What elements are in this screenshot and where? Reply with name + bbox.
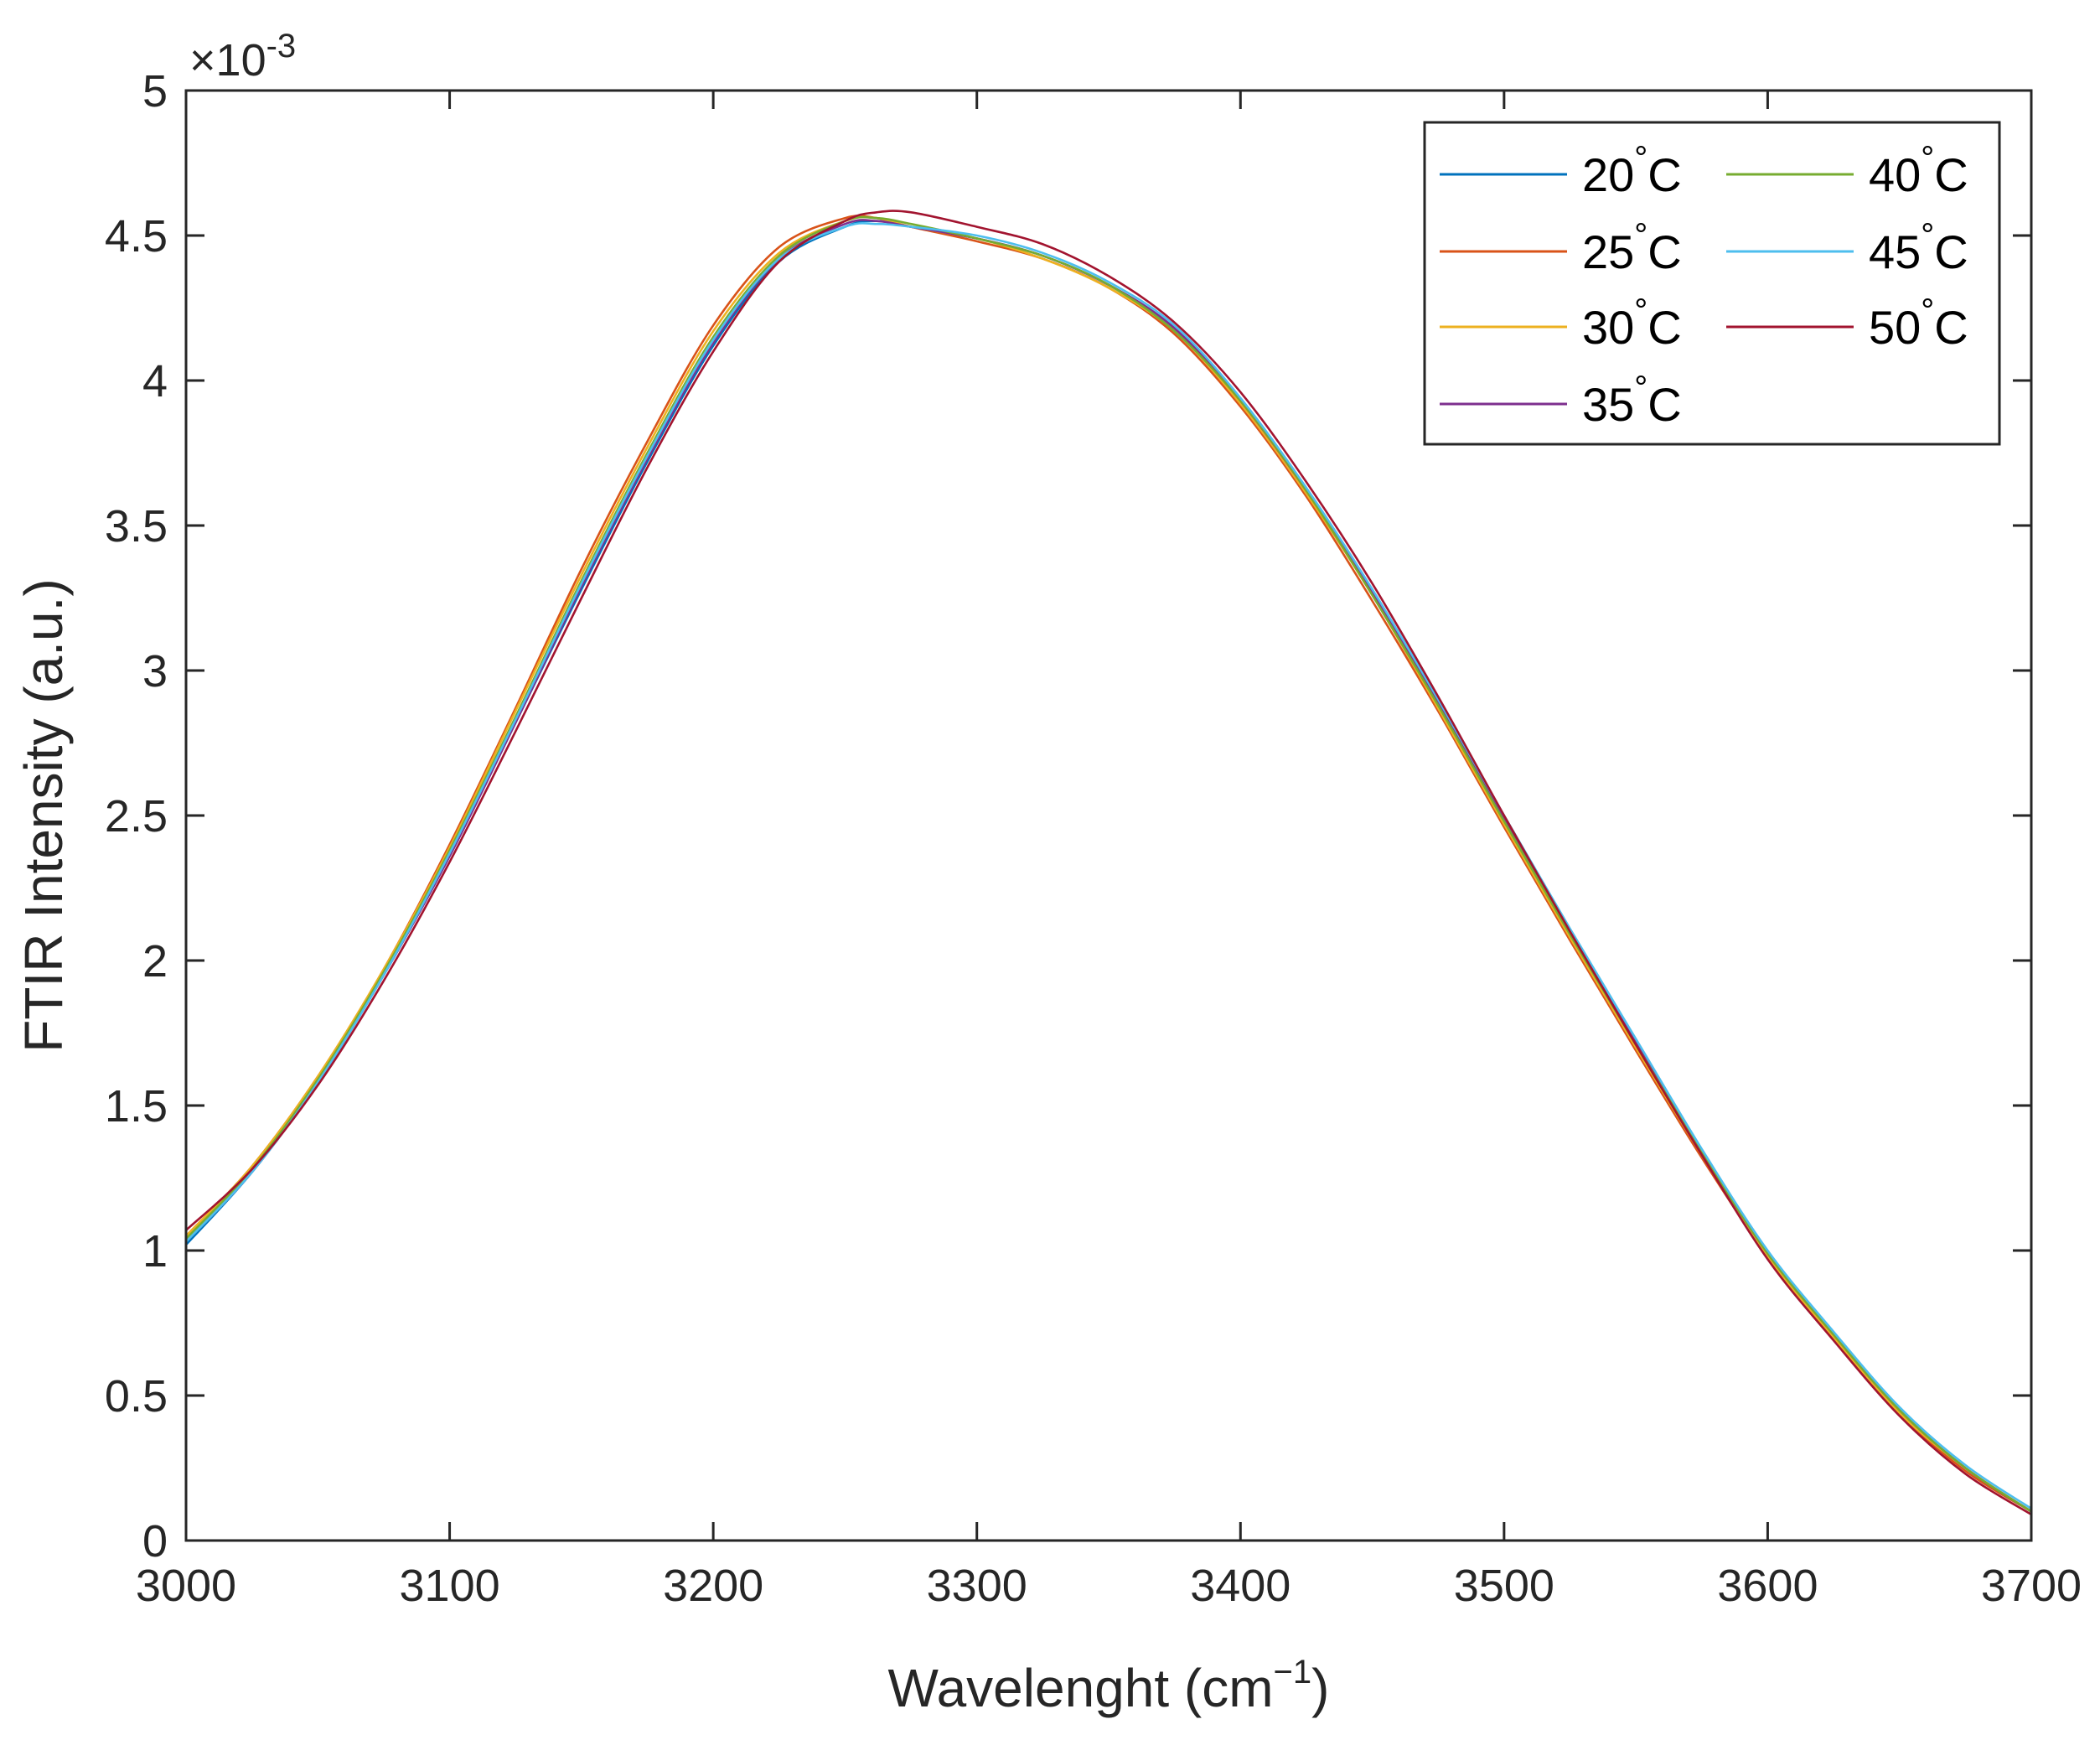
legend-item-25: 25°C	[1440, 217, 1682, 278]
legend-item-20: 20°C	[1440, 140, 1682, 201]
y-tick-label: 2	[142, 936, 168, 987]
legend-item-30: 30°C	[1440, 293, 1682, 354]
y-tick-label: 3	[142, 646, 168, 697]
series-line-50	[185, 210, 2032, 1516]
legend-item-45: 45°C	[1726, 217, 1968, 278]
y-tick-label: 0	[142, 1516, 168, 1567]
legend-item-35: 35°C	[1440, 370, 1682, 431]
x-tick-label: 3100	[400, 1561, 500, 1611]
x-tick-label: 3600	[1717, 1561, 1818, 1611]
y-tick-label: 1.5	[105, 1081, 168, 1132]
y-tick-label: 4.5	[105, 211, 168, 262]
x-tick-label: 3200	[663, 1561, 763, 1611]
y-axis-title: FTIR Intensity (a.u.)	[13, 578, 74, 1052]
y-tick-label: 1	[142, 1226, 168, 1277]
x-tick-label: 3500	[1454, 1561, 1554, 1611]
legend-item-40: 40°C	[1726, 140, 1968, 201]
x-tick-label: 3400	[1190, 1561, 1291, 1611]
axis-ticks: 3000 3100 3200 3300 3400 3500 3600 3700 0 0.5 1 1.5…	[105, 66, 2082, 1611]
x-axis-title: Wavelenght (cm−1)	[888, 1654, 1330, 1718]
y-axis-multiplier: ×10-3	[189, 28, 296, 85]
legend-label-45: 45°C	[1869, 217, 1968, 278]
legend-label-30: 30°C	[1582, 293, 1682, 354]
legend-label-40: 40°C	[1869, 140, 1968, 201]
series-layer	[185, 210, 2032, 1516]
y-tick-label: 3.5	[105, 501, 168, 552]
y-tick-label: 5	[142, 66, 168, 117]
legend-label-50: 50°C	[1869, 293, 1968, 354]
series-line-40	[185, 215, 2032, 1513]
y-tick-label: 2.5	[105, 791, 168, 842]
y-tick-label: 4	[142, 356, 168, 407]
legend-label-25: 25°C	[1582, 217, 1682, 278]
x-tick-label: 3300	[927, 1561, 1027, 1611]
y-tick-label: 0.5	[105, 1371, 168, 1422]
legend-label-35: 35°C	[1582, 370, 1682, 431]
series-line-45	[185, 222, 2032, 1510]
legend-item-50: 50°C	[1726, 293, 1968, 354]
x-tick-label: 3700	[1981, 1561, 2082, 1611]
x-tick-label: 3000	[136, 1561, 236, 1611]
legend: 20°C 25°C 30°C 35°C 40°C 45°C 50°C	[1423, 121, 2001, 446]
legend-box	[1423, 121, 2001, 446]
legend-label-20: 20°C	[1582, 140, 1682, 201]
